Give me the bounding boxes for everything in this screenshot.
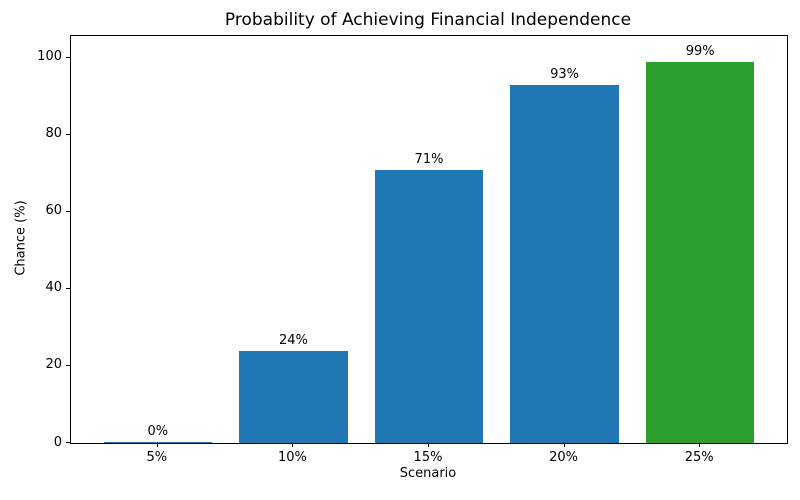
y-tick-label: 20 xyxy=(45,357,62,373)
bar-value-label: 0% xyxy=(147,423,169,439)
bar-25% xyxy=(645,61,755,443)
y-tick-label: 60 xyxy=(45,203,62,219)
y-tick-mark xyxy=(66,133,70,135)
bar-value-label: 71% xyxy=(414,151,444,167)
y-tick-mark xyxy=(66,210,70,212)
x-tick-label: 25% xyxy=(684,450,714,465)
bar-value-label: 93% xyxy=(550,66,580,82)
y-tick-label: 0 xyxy=(53,434,62,450)
x-axis-label: Scenario xyxy=(399,466,457,481)
plot-area: 0% 24% 71% 93% 99% xyxy=(70,35,788,444)
bar-5% xyxy=(103,441,213,443)
x-tick-mark xyxy=(156,443,158,447)
y-tick-label: 100 xyxy=(37,49,62,65)
bar-10% xyxy=(239,350,348,443)
x-tick-mark xyxy=(292,443,294,447)
x-tick-mark xyxy=(699,443,701,447)
x-tick-label: 5% xyxy=(146,450,168,465)
x-tick-label: 20% xyxy=(549,450,579,465)
y-tick-mark xyxy=(66,287,70,289)
x-tick-mark xyxy=(563,443,565,447)
x-tick-label: 15% xyxy=(413,450,443,465)
y-tick-mark xyxy=(66,56,70,58)
y-tick-label: 40 xyxy=(45,280,62,296)
y-tick-mark xyxy=(66,364,70,366)
x-tick-mark xyxy=(428,443,429,447)
x-tick-label: 10% xyxy=(277,450,307,465)
y-tick-label: 80 xyxy=(45,126,62,142)
bar-value-label: 99% xyxy=(685,43,715,59)
bar-20% xyxy=(510,84,619,443)
y-tick-mark xyxy=(66,442,70,443)
bar-15% xyxy=(374,169,484,443)
chart-title: Probability of Achieving Financial Indep… xyxy=(224,10,632,30)
bar-value-label: 24% xyxy=(278,332,308,348)
